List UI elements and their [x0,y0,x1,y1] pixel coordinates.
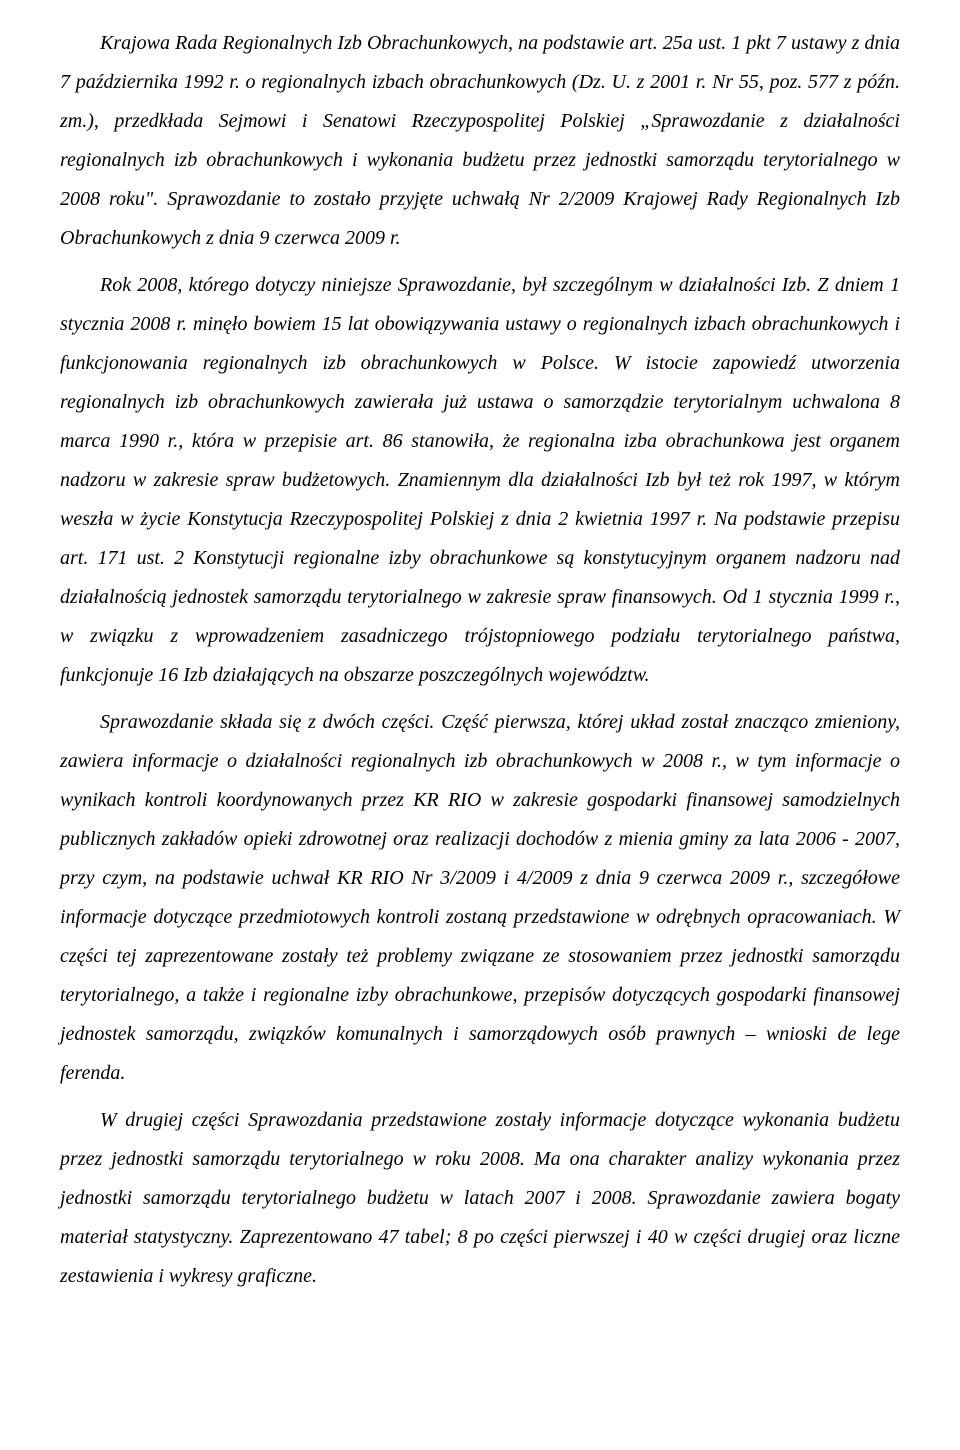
paragraph-2: Rok 2008, którego dotyczy niniejsze Spra… [60,266,900,695]
paragraph-1: Krajowa Rada Regionalnych Izb Obrachunko… [60,24,900,258]
paragraph-3: Sprawozdanie składa się z dwóch części. … [60,703,900,1093]
paragraph-4: W drugiej części Sprawozdania przedstawi… [60,1101,900,1296]
document-page: Krajowa Rada Regionalnych Izb Obrachunko… [0,0,960,1450]
